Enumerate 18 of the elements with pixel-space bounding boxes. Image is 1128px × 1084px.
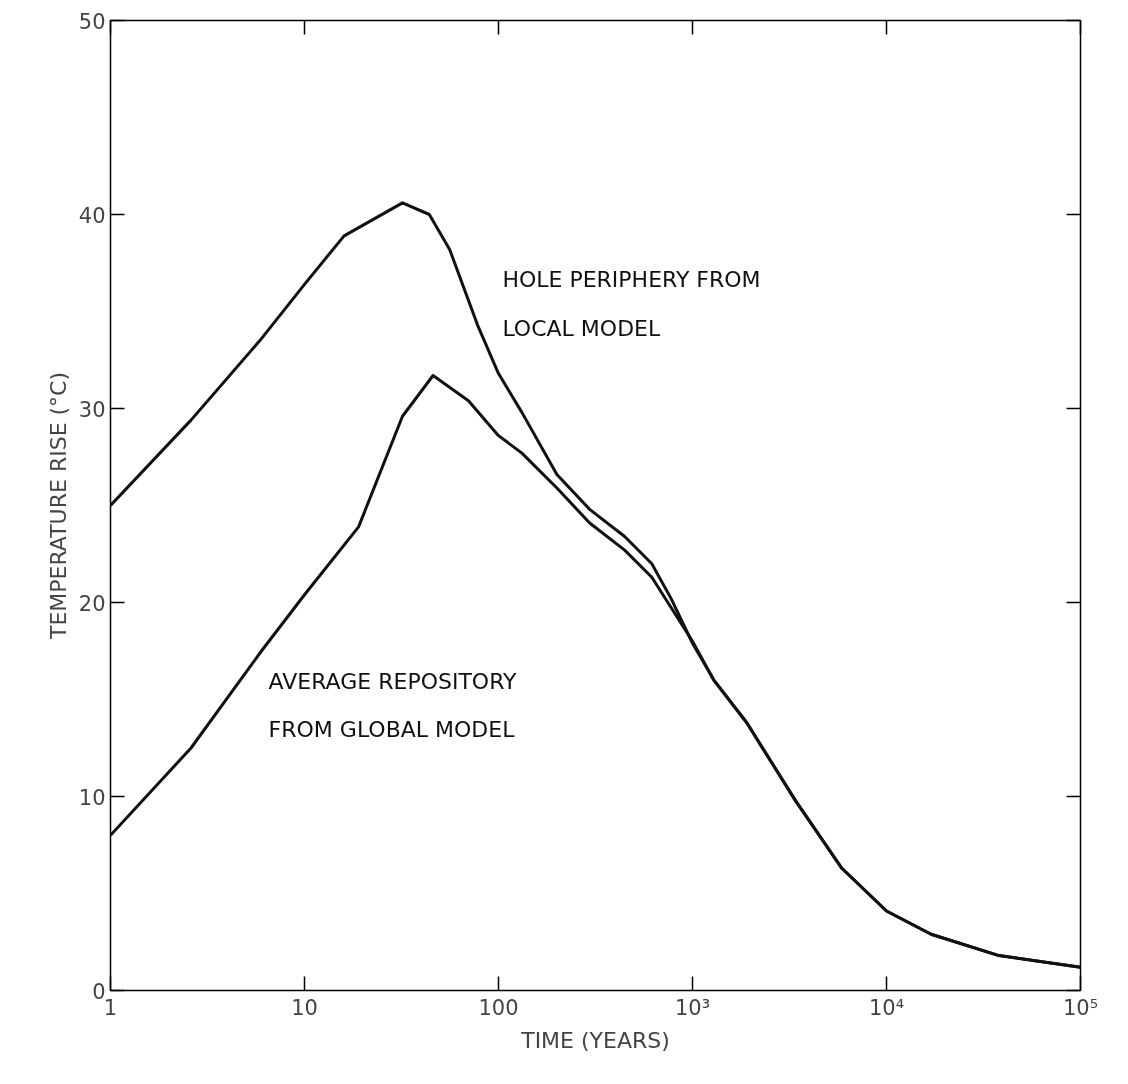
x-tick-label: 10⁴ (868, 995, 905, 1020)
y-tick-label: 40 (78, 203, 106, 228)
annotation: FROM GLOBAL MODEL (268, 717, 516, 743)
y-tick-label: 50 (78, 9, 106, 34)
x-tick-label: 10⁵ (1062, 995, 1099, 1020)
y-axis-title: TEMPERATURE RISE (°C) (45, 371, 71, 641)
y-tick-label: 30 (78, 397, 106, 422)
x-tick-label: 10 (291, 995, 318, 1020)
x-tick-label: 1 (103, 995, 118, 1020)
annotation: AVERAGE REPOSITORY (268, 668, 518, 694)
annotation: HOLE PERIPHERY FROM (502, 267, 761, 293)
y-tick-label: 20 (78, 591, 106, 616)
annotation: LOCAL MODEL (502, 315, 661, 341)
x-axis-title: TIME (YEARS) (520, 1027, 670, 1053)
y-tick-label: 10 (78, 785, 106, 810)
x-tick-label: 10³ (674, 995, 711, 1020)
y-tick-label: 0 (92, 979, 106, 1004)
x-tick-label: 100 (478, 995, 519, 1020)
